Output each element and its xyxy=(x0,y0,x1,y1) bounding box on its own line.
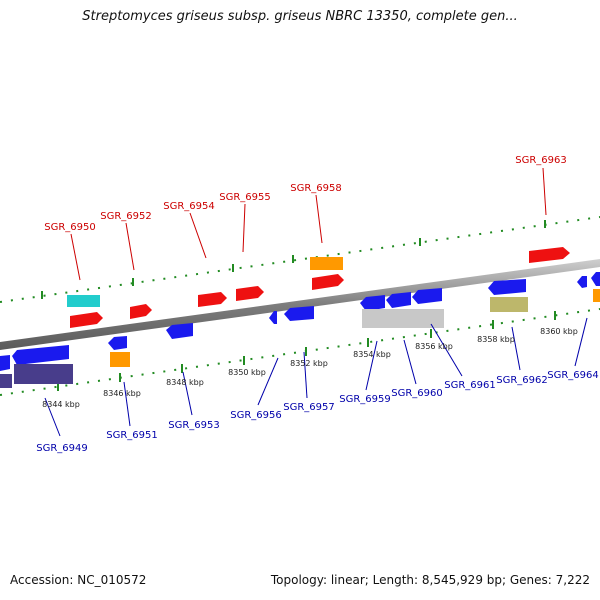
scale-label-8360: 8360 kbp xyxy=(540,327,578,336)
gene-label-sgr-6964[interactable]: SGR_6964 xyxy=(547,370,599,381)
topology-text: Topology: linear; Length: 8,545,929 bp; … xyxy=(270,573,590,587)
gene-feature-sgr-6962[interactable] xyxy=(488,279,526,295)
gene-feature-edge-purple[interactable] xyxy=(0,374,12,388)
scale-label-8348: 8348 kbp xyxy=(166,378,204,387)
forward-gene-labels: SGR_6950 SGR_6952 SGR_6954 SGR_6955 SGR_… xyxy=(44,155,567,233)
reverse-gene-labels: SGR_6949 SGR_6951 SGR_6953 SGR_6956 SGR_… xyxy=(36,370,599,454)
forward-label-leaders xyxy=(70,167,547,281)
gene-feature-sgr-6953[interactable] xyxy=(166,323,193,339)
gene-label-sgr-6962[interactable]: SGR_6962 xyxy=(496,375,548,386)
scale-label-8358: 8358 kbp xyxy=(477,335,515,344)
gene-feature-sgr-6961[interactable] xyxy=(412,288,442,304)
gene-label-sgr-6961[interactable]: SGR_6961 xyxy=(444,380,496,391)
gene-label-sgr-6956[interactable]: SGR_6956 xyxy=(230,410,282,421)
gene-feature-sgr-6951-orange[interactable] xyxy=(110,352,130,367)
gene-label-sgr-6954[interactable]: SGR_6954 xyxy=(163,201,215,212)
gene-feature-sgr-6958[interactable] xyxy=(312,274,344,290)
gene-label-sgr-6951[interactable]: SGR_6951 xyxy=(106,430,158,441)
gene-feature-grey[interactable] xyxy=(362,309,444,328)
scale-label-8354: 8354 kbp xyxy=(353,350,391,359)
genome-title: Streptomyces griseus subsp. griseus NBRC… xyxy=(82,9,518,24)
gene-feature-sgr-6959[interactable] xyxy=(360,295,385,311)
gene-feature-edge-orange[interactable] xyxy=(593,289,600,302)
gene-label-sgr-6957[interactable]: SGR_6957 xyxy=(283,402,335,413)
gene-feature-edge-right[interactable] xyxy=(591,272,600,286)
gene-feature-sgr-6964[interactable] xyxy=(577,276,587,288)
gene-feature-sgr-6952[interactable] xyxy=(130,304,152,319)
tick-marks xyxy=(41,220,556,391)
gene-feature-sgr-6950b[interactable] xyxy=(70,312,103,328)
scale-label-8352: 8352 kbp xyxy=(290,359,328,368)
gene-label-sgr-6960[interactable]: SGR_6960 xyxy=(391,388,443,399)
gene-feature-sgr-6963[interactable] xyxy=(529,247,570,263)
scale-labels: 8344 kbp 8346 kbp 8348 kbp 8350 kbp 8352… xyxy=(42,327,578,409)
gene-label-sgr-6953[interactable]: SGR_6953 xyxy=(168,420,220,431)
scale-label-8344: 8344 kbp xyxy=(42,400,80,409)
reverse-label-leaders xyxy=(44,317,588,437)
gene-feature-sgr-6951[interactable] xyxy=(108,336,127,350)
gene-feature-sgr-6950[interactable] xyxy=(67,295,100,307)
gene-label-sgr-6955[interactable]: SGR_6955 xyxy=(219,192,271,203)
scale-label-8356: 8356 kbp xyxy=(415,342,453,351)
reverse-genes xyxy=(0,272,600,388)
scale-label-8350: 8350 kbp xyxy=(228,368,266,377)
gene-feature-sgr-6949-purple[interactable] xyxy=(14,364,73,384)
gene-feature-sgr-6949[interactable] xyxy=(12,345,69,365)
gene-feature-sgr-6960[interactable] xyxy=(386,292,411,308)
gene-feature-sgr-6954[interactable] xyxy=(198,292,227,307)
gene-label-sgr-6950[interactable]: SGR_6950 xyxy=(44,222,96,233)
forward-strand-guide xyxy=(0,216,600,303)
gene-label-sgr-6949[interactable]: SGR_6949 xyxy=(36,443,88,454)
gene-feature-sgr-6962-khaki[interactable] xyxy=(490,297,528,312)
chromosome-backbone xyxy=(0,259,600,350)
gene-label-sgr-6963[interactable]: SGR_6963 xyxy=(515,155,567,166)
forward-genes xyxy=(67,247,600,328)
gene-feature-sgr-6957[interactable] xyxy=(284,306,314,321)
gene-feature-edge-left[interactable] xyxy=(0,355,10,371)
gene-feature-sgr-6958-orange[interactable] xyxy=(310,257,343,270)
gene-label-sgr-6952[interactable]: SGR_6952 xyxy=(100,211,152,222)
scale-label-8346: 8346 kbp xyxy=(103,389,141,398)
gene-feature-sgr-6956[interactable] xyxy=(269,311,277,324)
gene-label-sgr-6958[interactable]: SGR_6958 xyxy=(290,183,342,194)
gene-feature-sgr-6955[interactable] xyxy=(236,286,264,301)
gene-label-sgr-6959[interactable]: SGR_6959 xyxy=(339,394,391,405)
accession-text: Accession: NC_010572 xyxy=(10,573,147,587)
